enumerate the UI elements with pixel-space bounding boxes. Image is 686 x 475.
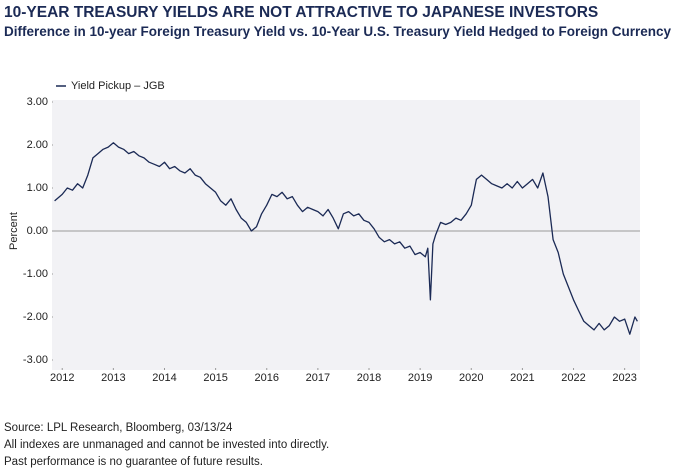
chart-title: 10-YEAR TREASURY YIELDS ARE NOT ATTRACTI… xyxy=(4,4,598,21)
y-tick-label: 1.00 xyxy=(27,182,48,194)
x-tick-label: 2015 xyxy=(203,372,227,384)
x-tick-label: 2021 xyxy=(510,372,534,384)
legend-label: Yield Pickup – JGB xyxy=(71,80,165,92)
series-line xyxy=(54,142,638,335)
footnote: Past performance is no guarantee of futu… xyxy=(4,456,263,468)
y-axis-label: Percent xyxy=(8,212,20,250)
x-tick-label: 2016 xyxy=(255,372,279,384)
x-tick-label: 2013 xyxy=(101,372,125,384)
plot-area xyxy=(52,100,640,370)
y-tick-label: -2.00 xyxy=(23,311,48,323)
y-tick-label: 0.00 xyxy=(27,225,48,237)
x-tick-label: 2018 xyxy=(357,372,381,384)
y-tick-label: -1.00 xyxy=(23,268,48,280)
footnote: Source: LPL Research, Bloomberg, 03/13/2… xyxy=(4,422,233,434)
x-tick-label: 2017 xyxy=(306,372,330,384)
footnote: All indexes are unmanaged and cannot be … xyxy=(4,439,329,451)
x-tick-label: 2022 xyxy=(561,372,585,384)
x-tick-label: 2020 xyxy=(459,372,483,384)
x-tick-label: 2012 xyxy=(50,372,74,384)
x-tick-label: 2014 xyxy=(152,372,176,384)
chart-subtitle: Difference in 10-year Foreign Treasury Y… xyxy=(4,24,672,39)
x-tick-label: 2019 xyxy=(408,372,432,384)
y-tick-label: 3.00 xyxy=(27,96,48,108)
x-tick-label: 2023 xyxy=(612,372,636,384)
y-tick-label: 2.00 xyxy=(27,139,48,151)
subtitle-box: Difference in 10-year Foreign Treasury Y… xyxy=(4,24,672,39)
y-tick-label: -3.00 xyxy=(23,354,48,366)
